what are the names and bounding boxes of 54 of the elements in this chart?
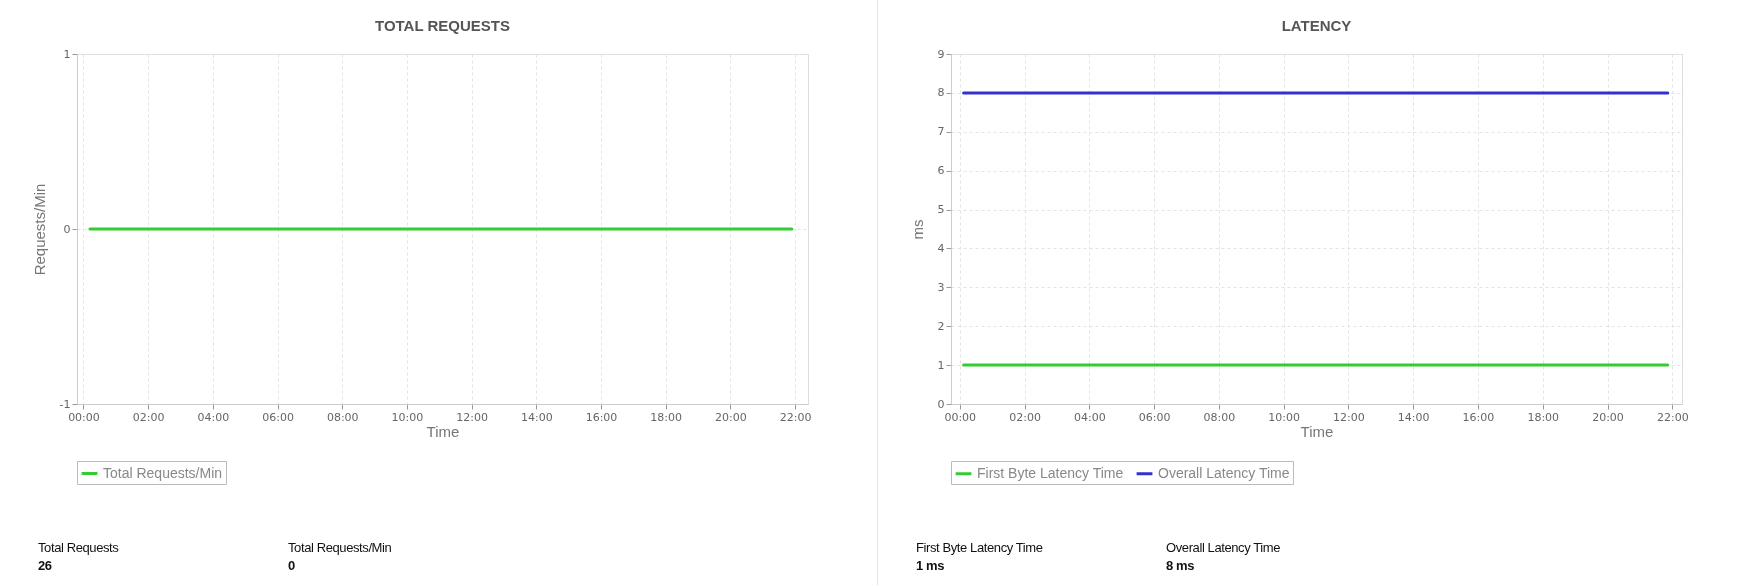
x-tick-label: 12:00 xyxy=(456,410,488,424)
x-tick-label: 04:00 xyxy=(1073,410,1106,424)
x-tick-label: 14:00 xyxy=(520,410,553,424)
y-tick-label: 5 xyxy=(937,203,945,217)
y-tick-label: 0 xyxy=(937,397,945,411)
x-axis-title: Time xyxy=(426,422,460,440)
x-tick-label: 16:00 xyxy=(1462,410,1495,424)
x-tick-label: 08:00 xyxy=(1203,410,1236,424)
x-tick-label: 22:00 xyxy=(1656,410,1689,424)
y-tick-label: 2 xyxy=(937,319,945,333)
x-tick-label: 16:00 xyxy=(585,410,618,424)
text: First Byte Latency Time xyxy=(916,540,1043,555)
x-tick-label: 20:00 xyxy=(1592,410,1624,424)
legend-label: First Byte Latency Time xyxy=(977,464,1124,481)
x-tick-label: 00:00 xyxy=(944,410,977,424)
x-tick-label: 06:00 xyxy=(1138,410,1171,424)
x-tick-label: 12:00 xyxy=(1333,410,1365,424)
y-tick-label: 0 xyxy=(63,222,71,236)
y-tick-label: 4 xyxy=(937,241,945,255)
legend-label: Overall Latency Time xyxy=(1158,464,1290,481)
y-tick-label: 6 xyxy=(937,164,945,178)
x-tick-label: 18:00 xyxy=(1527,410,1560,424)
x-tick-label: 04:00 xyxy=(197,410,230,424)
y-axis-title: Requests/Min xyxy=(30,183,48,276)
chart-title: TOTAL REQUESTS xyxy=(374,17,511,34)
text: Overall Latency Time xyxy=(1166,540,1281,555)
x-tick-label: 14:00 xyxy=(1397,410,1430,424)
x-tick-label: 02:00 xyxy=(1009,410,1041,424)
x-tick-label: 20:00 xyxy=(715,410,747,424)
y-tick-label: 1 xyxy=(937,358,945,372)
y-tick-label: 3 xyxy=(937,280,945,294)
text: 26 xyxy=(38,558,53,573)
legend-label: Total Requests/Min xyxy=(103,464,223,481)
x-tick-label: 18:00 xyxy=(650,410,683,424)
x-axis-title: Time xyxy=(1300,422,1334,440)
text: 1 ms xyxy=(916,558,946,573)
x-tick-label: 00:00 xyxy=(68,410,100,424)
x-tick-label: 10:00 xyxy=(1268,410,1300,424)
x-tick-label: 06:00 xyxy=(262,410,294,424)
text: Total Requests xyxy=(38,540,119,555)
text: Total Requests/Min xyxy=(288,540,392,555)
x-tick-label: 10:00 xyxy=(391,410,424,424)
y-tick-label: 8 xyxy=(937,86,945,100)
chart-title: LATENCY xyxy=(1281,17,1352,34)
text: 8 ms xyxy=(1166,558,1196,573)
y-axis-title: ms xyxy=(908,219,926,240)
x-tick-label: 08:00 xyxy=(326,410,359,424)
y-tick-label: 7 xyxy=(937,125,945,139)
y-tick-label: 9 xyxy=(937,47,945,61)
x-tick-label: 02:00 xyxy=(132,410,165,424)
x-tick-label: 22:00 xyxy=(779,410,812,424)
text: 0 xyxy=(288,558,296,573)
y-tick-label: -1 xyxy=(59,397,71,411)
y-tick-label: 1 xyxy=(63,47,71,61)
